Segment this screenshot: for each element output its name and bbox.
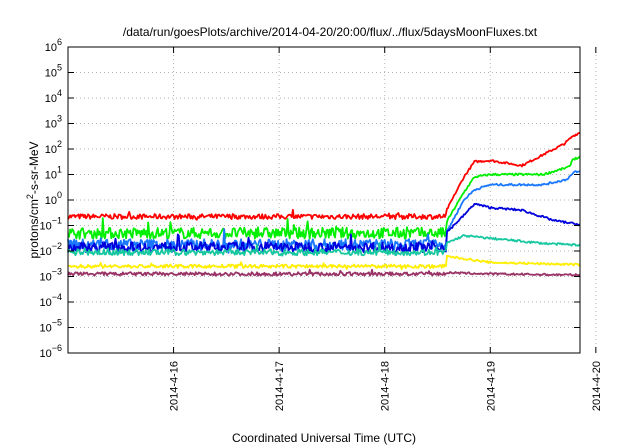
y-tick-label: 10−4 <box>39 292 62 309</box>
y-axis-label-rest: -s-sr-MeV <box>27 141 41 194</box>
y-tick-exponent: 6 <box>57 37 62 47</box>
y-tick-base: 10 <box>39 272 51 284</box>
y-tick-base: 10 <box>45 195 57 207</box>
series-layer <box>67 131 581 277</box>
y-tick-label: 105 <box>45 63 62 80</box>
y-tick-exponent: 0 <box>57 190 62 200</box>
y-tick-label: 104 <box>45 88 62 105</box>
y-tick-exponent: −3 <box>52 267 62 277</box>
y-tick-base: 10 <box>45 119 57 131</box>
series-line-5 <box>67 233 580 257</box>
chart-title: /data/run/goesPlots/archive/2014-04-20/2… <box>123 25 538 39</box>
y-tick-exponent: −1 <box>52 216 62 226</box>
x-tick-label: 2014-4-20 <box>591 361 603 411</box>
y-tick-base: 10 <box>39 348 51 360</box>
x-axis-label: Coordinated Universal Time (UTC) <box>232 431 416 445</box>
x-tick-label: 2014-4-17 <box>274 361 286 411</box>
y-axis-label-sup: 2 <box>25 194 35 199</box>
series-line-6 <box>67 254 581 271</box>
y-tick-exponent: −2 <box>52 241 62 251</box>
series-line-7 <box>67 268 581 277</box>
y-axis-label: protons/cm2-s-sr-MeV <box>25 141 41 258</box>
y-tick-exponent: 5 <box>57 63 62 73</box>
grid <box>68 47 597 353</box>
x-tick-label: 2014-4-19 <box>485 361 497 411</box>
y-tick-label: 102 <box>45 139 62 156</box>
y-tick-label: 106 <box>45 37 62 54</box>
x-tick-label: 2014-4-18 <box>380 361 392 411</box>
x-tick-label: 2014-4-16 <box>169 361 181 411</box>
y-tick-exponent: 2 <box>57 139 62 149</box>
y-tick-exponent: 4 <box>57 88 62 98</box>
y-axis-label-base: protons/cm <box>27 199 41 258</box>
y-tick-base: 10 <box>39 323 51 335</box>
y-tick-label: 10−2 <box>39 241 62 258</box>
y-tick-base: 10 <box>39 297 51 309</box>
y-tick-label: 10−1 <box>39 216 62 233</box>
ticks <box>68 46 597 354</box>
y-tick-label: 10−6 <box>39 343 62 360</box>
y-tick-base: 10 <box>45 170 57 182</box>
y-tick-labels: 10−610−510−410−310−210−11001011021031041… <box>39 37 62 360</box>
y-tick-exponent: 3 <box>57 114 62 124</box>
y-tick-base: 10 <box>39 221 51 233</box>
y-tick-base: 10 <box>39 246 51 258</box>
x-tick-labels: 2014-4-16 2014-4-17 2014-4-18 2014-4-19 2014… <box>169 361 603 411</box>
y-tick-base: 10 <box>45 68 57 80</box>
y-tick-label: 103 <box>45 114 62 131</box>
series-line-3 <box>67 170 580 254</box>
y-tick-label: 101 <box>45 165 62 182</box>
y-tick-exponent: −5 <box>52 318 62 328</box>
y-tick-base: 10 <box>45 93 57 105</box>
y-tick-base: 10 <box>45 144 57 156</box>
y-tick-label: 10−5 <box>39 318 62 335</box>
y-tick-base: 10 <box>45 42 57 54</box>
series-line-2 <box>67 155 581 240</box>
y-tick-label: 100 <box>45 190 62 207</box>
y-tick-exponent: −4 <box>52 292 62 302</box>
y-tick-exponent: −6 <box>52 343 62 353</box>
y-tick-exponent: 1 <box>57 165 62 175</box>
series-line-1 <box>67 131 581 221</box>
y-tick-label: 10−3 <box>39 267 62 284</box>
